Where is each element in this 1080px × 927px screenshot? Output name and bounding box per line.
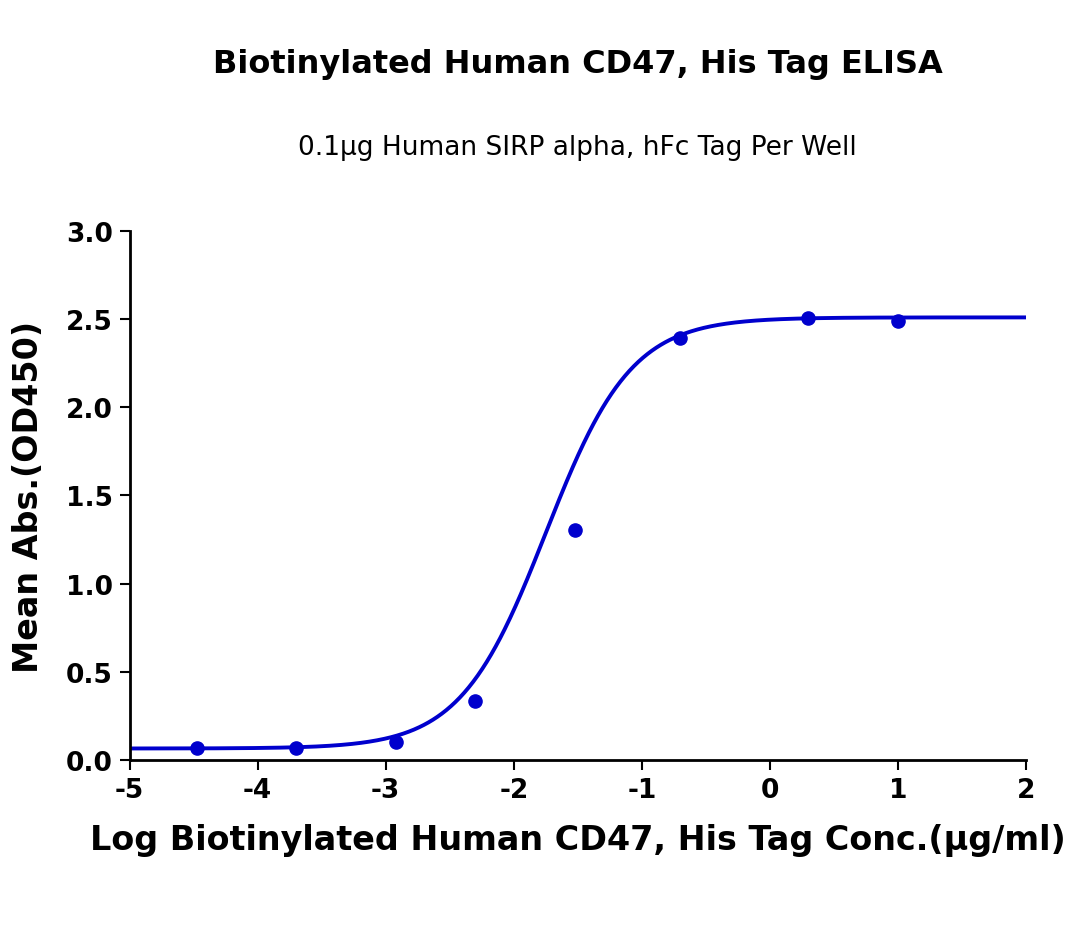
- Point: [566, 523, 583, 538]
- Point: [188, 742, 205, 756]
- Text: 0.1μg Human SIRP alpha, hFc Tag Per Well: 0.1μg Human SIRP alpha, hFc Tag Per Well: [298, 135, 858, 161]
- Point: [672, 331, 689, 346]
- Point: [287, 741, 305, 756]
- Y-axis label: Mean Abs.(OD450): Mean Abs.(OD450): [12, 320, 45, 672]
- Point: [889, 314, 906, 329]
- X-axis label: Log Biotinylated Human CD47, His Tag Conc.(μg/ml): Log Biotinylated Human CD47, His Tag Con…: [90, 823, 1066, 857]
- Text: Biotinylated Human CD47, His Tag ELISA: Biotinylated Human CD47, His Tag ELISA: [213, 49, 943, 81]
- Point: [388, 735, 405, 750]
- Point: [467, 693, 484, 708]
- Point: [800, 311, 818, 326]
